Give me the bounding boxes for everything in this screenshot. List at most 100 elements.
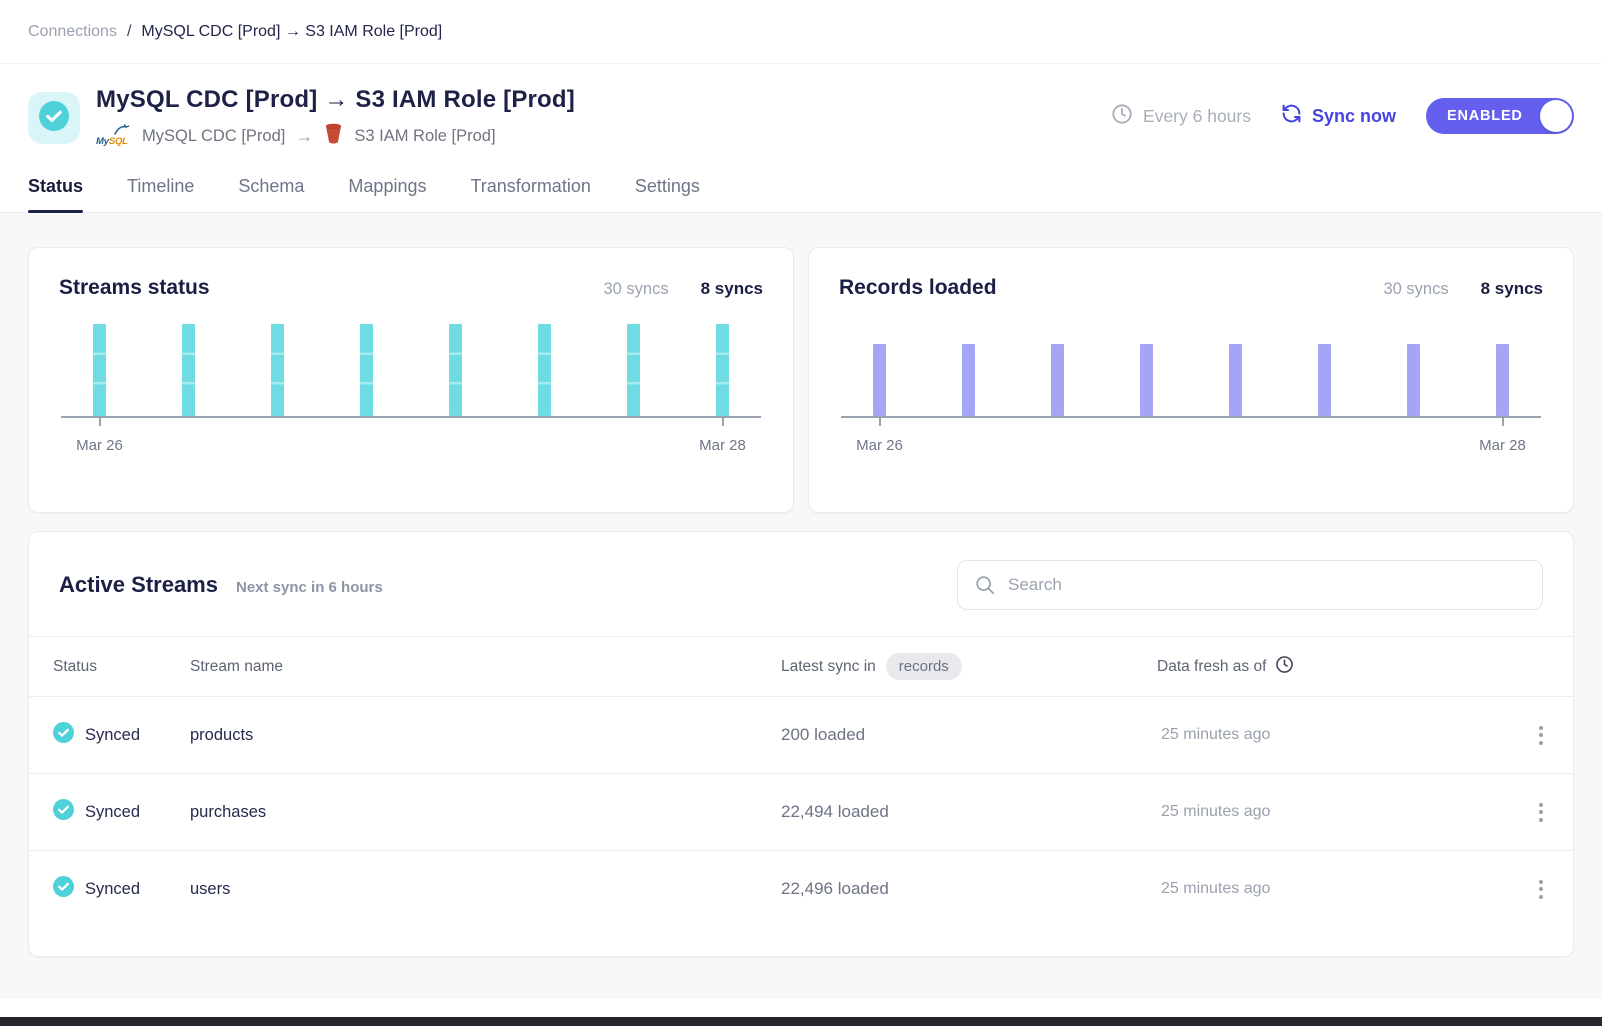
active-streams-title: Active Streams (59, 572, 218, 597)
enabled-toggle-label: ENABLED (1447, 108, 1523, 124)
refresh-icon (1281, 103, 1302, 129)
legend-30-syncs[interactable]: 30 syncs (1383, 280, 1449, 298)
stream-name: purchases (190, 802, 267, 821)
streams-status-chart: Mar 26 Mar 28 (59, 320, 763, 454)
records-loaded-legend: 30 syncs 8 syncs (1383, 279, 1543, 299)
next-sync-label: Next sync in 6 hours (235, 579, 383, 596)
column-stream-name: Stream name (190, 657, 284, 675)
status-tab-content: Streams status 30 syncs 8 syncs (0, 213, 1602, 999)
sync-bar[interactable] (182, 324, 195, 416)
sync-bar[interactable] (1496, 344, 1509, 416)
sync-bar[interactable] (1229, 344, 1242, 416)
check-circle-icon (39, 100, 69, 136)
records-loaded-value: 200 loaded (781, 725, 866, 744)
sync-bar[interactable] (360, 324, 373, 416)
x-label-start: Mar 26 (856, 437, 903, 454)
sync-now-button[interactable]: Sync now (1281, 103, 1396, 129)
x-axis (841, 416, 1541, 418)
column-data-fresh: Data fresh as of (1157, 657, 1267, 675)
streams-status-card: Streams status 30 syncs 8 syncs (28, 247, 794, 513)
x-label-end: Mar 28 (1479, 437, 1526, 454)
stream-name: users (190, 879, 231, 898)
bottom-edge-bar (0, 1017, 1602, 1026)
connection-subtitle: MySQL MySQL CDC [Prod] → S3 IAM Role [Pr… (96, 122, 575, 150)
x-label-start: Mar 26 (76, 437, 123, 454)
breadcrumb-bar: Connections / MySQL CDC [Prod] → S3 IAM … (0, 0, 1602, 64)
sync-bar[interactable] (93, 324, 106, 416)
sync-bar[interactable] (1318, 344, 1331, 416)
x-axis (61, 416, 761, 418)
status-label: Synced (85, 802, 141, 821)
streams-status-title: Streams status (59, 276, 210, 299)
legend-8-syncs[interactable]: 8 syncs (1480, 279, 1543, 298)
row-menu-button[interactable] (1533, 720, 1549, 751)
connection-identity: MySQL CDC [Prod] → S3 IAM Role [Prod] My… (28, 86, 575, 150)
breadcrumb-connections-link[interactable]: Connections (28, 22, 117, 40)
axis-tick (878, 418, 881, 426)
records-loaded-value: 22,496 loaded (781, 879, 889, 898)
tab-status[interactable]: Status (28, 176, 84, 213)
connection-header: MySQL CDC [Prod] → S3 IAM Role [Prod] My… (0, 64, 1602, 150)
stream-name: products (190, 725, 254, 744)
synced-check-icon (53, 799, 74, 825)
enabled-toggle[interactable]: ENABLED (1426, 98, 1574, 134)
tab-timeline[interactable]: Timeline (127, 176, 195, 196)
records-loaded-chart: Mar 26 Mar 28 (839, 320, 1543, 454)
column-status: Status (53, 657, 97, 675)
destination-name: S3 IAM Role [Prod] (354, 126, 496, 145)
breadcrumb: Connections / MySQL CDC [Prod] → S3 IAM … (28, 23, 442, 41)
sync-now-label: Sync now (1311, 105, 1396, 126)
legend-30-syncs[interactable]: 30 syncs (603, 280, 669, 298)
sync-schedule-label: Every 6 hours (1143, 105, 1251, 126)
records-loaded-title: Records loaded (839, 276, 997, 299)
sync-bar[interactable] (271, 324, 284, 416)
column-latest-sync: Latest sync in (781, 657, 876, 675)
tab-bar: Status Timeline Schema Mappings Transfor… (0, 150, 1602, 213)
synced-check-icon (53, 722, 74, 748)
streams-table-header: Status Stream name Latest sync in record… (29, 636, 1573, 696)
tab-mappings[interactable]: Mappings (348, 176, 427, 196)
sync-bar[interactable] (873, 344, 886, 416)
tab-settings[interactable]: Settings (634, 176, 700, 196)
breadcrumb-current: MySQL CDC [Prod] → S3 IAM Role [Prod] (141, 22, 443, 40)
sync-bar[interactable] (1051, 344, 1064, 416)
axis-tick (721, 418, 724, 426)
axis-tick (98, 418, 101, 426)
tab-transformation[interactable]: Transformation (470, 176, 591, 196)
synced-check-icon (53, 876, 74, 902)
legend-8-syncs[interactable]: 8 syncs (700, 279, 763, 298)
stream-row-products[interactable]: Synced products 200 loaded 25 minutes ag… (29, 696, 1573, 773)
sync-bar[interactable] (538, 324, 551, 416)
sync-bar[interactable] (716, 324, 729, 416)
clock-icon (1111, 103, 1133, 130)
sync-bar[interactable] (627, 324, 640, 416)
search-input[interactable] (957, 560, 1543, 610)
stream-row-purchases[interactable]: Synced purchases 22,494 loaded 25 minute… (29, 773, 1573, 850)
sync-bar[interactable] (1407, 344, 1420, 416)
sync-bar[interactable] (449, 324, 462, 416)
streams-status-legend: 30 syncs 8 syncs (603, 279, 763, 299)
sync-schedule: Every 6 hours (1111, 103, 1251, 130)
stream-search (957, 560, 1543, 610)
row-menu-button[interactable] (1533, 797, 1549, 828)
active-streams-card: Active Streams Next sync in 6 hours Stat… (28, 531, 1574, 957)
search-icon (974, 574, 996, 601)
source-name: MySQL CDC [Prod] (142, 126, 286, 145)
records-unit-badge[interactable]: records (885, 653, 962, 680)
data-fresh-value: 25 minutes ago (1161, 726, 1271, 743)
breadcrumb-separator: / (126, 22, 132, 40)
arrow-right-icon: → (295, 125, 314, 146)
status-label: Synced (85, 879, 141, 898)
connection-status-tile (28, 92, 80, 144)
sync-bar[interactable] (962, 344, 975, 416)
stream-row-users[interactable]: Synced users 22,496 loaded 25 minutes ag… (29, 850, 1573, 927)
toggle-knob (1540, 100, 1572, 132)
row-menu-button[interactable] (1533, 874, 1549, 905)
sync-bar[interactable] (1140, 344, 1153, 416)
tab-schema[interactable]: Schema (238, 176, 305, 196)
connection-actions: Every 6 hours Sync now ENABLED (1111, 86, 1574, 134)
s3-bucket-icon (323, 122, 344, 150)
x-label-end: Mar 28 (699, 437, 746, 454)
status-label: Synced (85, 725, 141, 744)
data-fresh-value: 25 minutes ago (1161, 880, 1271, 897)
